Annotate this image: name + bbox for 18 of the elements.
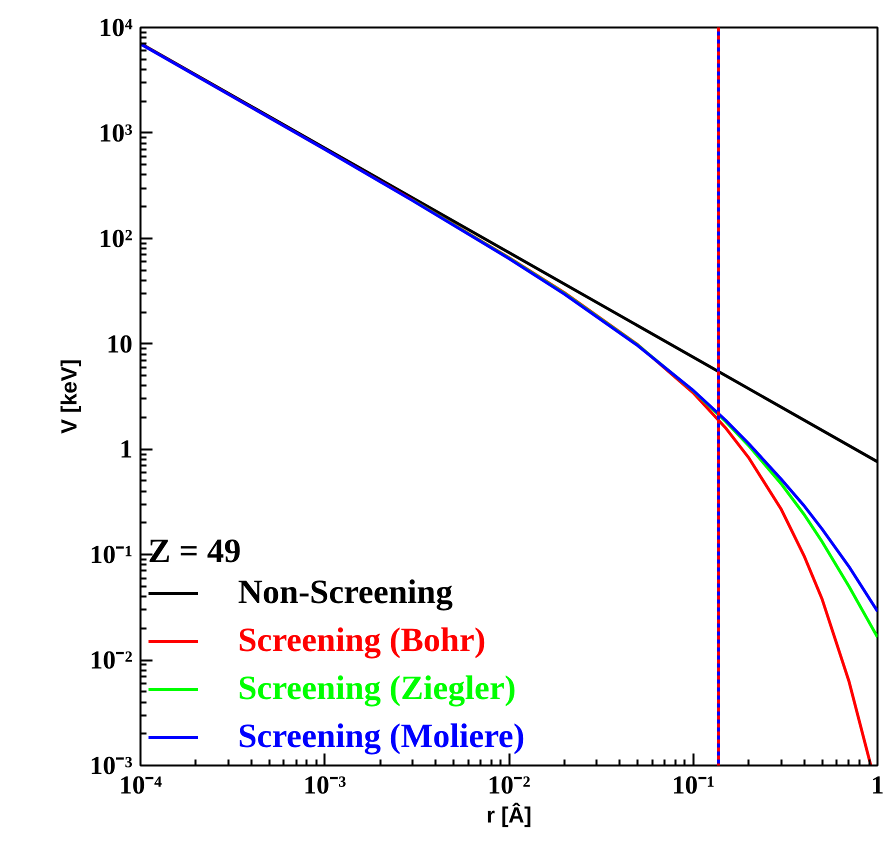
y-axis-title: V [keV] xyxy=(56,359,82,434)
y-tick-label: 10 xyxy=(106,329,132,358)
x-tick-label: 1 xyxy=(871,770,884,800)
y-tick-label: 10⁴ xyxy=(98,13,133,42)
x-tick-label: 10⁻² xyxy=(488,770,531,800)
legend-title: Z = 49 xyxy=(148,533,242,571)
legend-label: Non-Screening xyxy=(238,573,453,613)
x-tick-label: 10⁻³ xyxy=(303,770,346,800)
legend-label: Screening (Moliere) xyxy=(238,717,525,757)
x-tick-label: 10⁻¹ xyxy=(672,770,715,800)
y-tick-label: 10⁻² xyxy=(90,646,133,675)
y-tick-label: 10² xyxy=(98,224,133,253)
y-tick-label: 10⁻¹ xyxy=(90,540,132,570)
y-tick-label: 1 xyxy=(120,434,132,464)
legend-label: Screening (Bohr) xyxy=(238,621,486,661)
x-axis-title: r [Â] xyxy=(486,802,532,828)
y-tick-label: 10³ xyxy=(98,118,133,148)
legend-label: Screening (Ziegler) xyxy=(238,669,516,709)
